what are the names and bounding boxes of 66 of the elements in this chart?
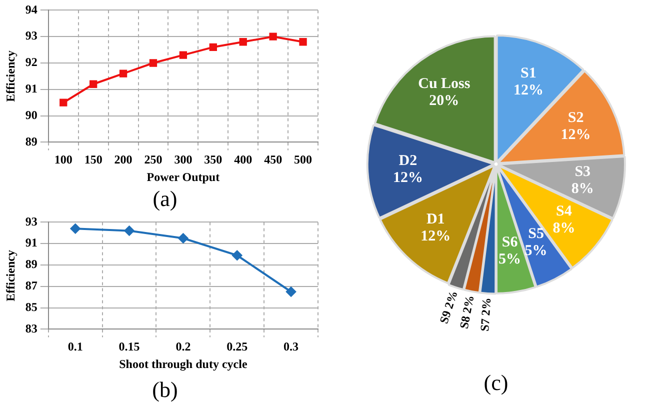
x-tick-label: 300 bbox=[174, 152, 192, 166]
y-axis-title: Efficiency bbox=[3, 50, 18, 102]
y-tick-label: 94 bbox=[25, 2, 38, 16]
slice-label: S5 bbox=[528, 226, 544, 242]
data-label: 8% bbox=[552, 220, 576, 237]
data-label: 20% bbox=[429, 93, 460, 110]
data-label: 5% bbox=[498, 251, 522, 268]
point bbox=[90, 80, 98, 88]
x-tick-label: 250 bbox=[144, 152, 162, 166]
point bbox=[149, 59, 158, 67]
x-tick-label: 0.1 bbox=[68, 339, 83, 354]
slice-label: D2 bbox=[398, 152, 418, 169]
y-tick-label: 93 bbox=[25, 28, 38, 43]
y-tick-label: 89 bbox=[25, 257, 38, 272]
x-tick-label: 0.15 bbox=[118, 339, 140, 354]
y-axis-title: Efficiency bbox=[3, 250, 18, 302]
x-axis-title: Power Output bbox=[146, 170, 220, 184]
data-label: 5% bbox=[524, 242, 548, 259]
x-tick-label: 150 bbox=[84, 152, 102, 166]
slice-label: S4 bbox=[556, 204, 572, 220]
x-axis-title: Shoot through duty cycle bbox=[119, 356, 248, 371]
data-label: 12% bbox=[560, 126, 591, 143]
point bbox=[299, 38, 307, 46]
data-label: 12% bbox=[513, 82, 544, 98]
point bbox=[286, 286, 296, 297]
x-tick-label: 0.25 bbox=[226, 339, 248, 354]
slice-label: D1 bbox=[426, 212, 445, 228]
data-label: 12% bbox=[392, 170, 423, 186]
y-tick-label: 93 bbox=[25, 214, 38, 228]
point bbox=[70, 224, 80, 234]
point bbox=[209, 43, 217, 51]
point bbox=[178, 233, 188, 244]
y-tick-label: 83 bbox=[25, 321, 38, 336]
x-tick-label: 200 bbox=[114, 152, 132, 166]
point bbox=[232, 250, 242, 260]
x-tick-label: 0.3 bbox=[284, 339, 299, 354]
y-tick-label: 91 bbox=[25, 236, 38, 250]
y-tick-label: 91 bbox=[25, 81, 38, 96]
point bbox=[179, 51, 188, 59]
point bbox=[60, 98, 68, 106]
slice-label: S6 bbox=[502, 234, 518, 250]
text: (c) bbox=[482, 370, 510, 396]
point bbox=[119, 70, 128, 78]
x-tick-label: 400 bbox=[234, 152, 252, 166]
y-tick-label: 89 bbox=[25, 134, 38, 148]
y-tick-label: 92 bbox=[25, 55, 38, 70]
slice-label: S3 bbox=[574, 164, 591, 180]
data-label: 8% bbox=[571, 180, 594, 197]
text: (b) bbox=[151, 377, 179, 403]
x-tick-label: 500 bbox=[294, 152, 312, 166]
slice-label: S2 bbox=[568, 110, 584, 126]
slice-label: S7 2% bbox=[478, 297, 494, 332]
data-label: 12% bbox=[420, 228, 451, 245]
point bbox=[269, 32, 277, 40]
text: (a) bbox=[152, 186, 178, 212]
x-tick-label: 100 bbox=[54, 152, 72, 166]
y-tick-label: 85 bbox=[25, 300, 38, 314]
point bbox=[239, 38, 247, 46]
slice-label: Cu Loss bbox=[418, 76, 470, 92]
slice-label: S1 bbox=[520, 65, 536, 82]
x-tick-label: 450 bbox=[264, 152, 282, 166]
y-tick-label: 90 bbox=[25, 108, 38, 122]
x-tick-label: 0.2 bbox=[176, 339, 191, 354]
x-tick-label: 350 bbox=[204, 152, 222, 166]
y-tick-label: 87 bbox=[25, 278, 38, 292]
point bbox=[124, 226, 134, 236]
